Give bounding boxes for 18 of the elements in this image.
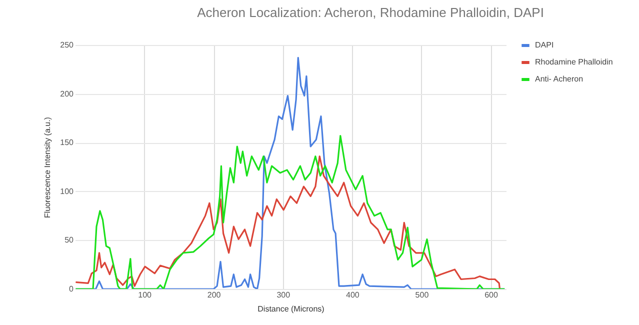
x-tick-label: 100	[138, 290, 152, 300]
y-tick-label: 0	[69, 284, 74, 294]
y-tick-label: 50	[64, 236, 74, 245]
y-tick-label: 250	[60, 40, 74, 50]
legend-label: Rhodamine Phalloidin	[535, 58, 613, 66]
chart-title: Acheron Localization: Acheron, Rhodamine Phalloidin, DAPI	[197, 5, 544, 20]
x-tick-label: 400	[346, 290, 360, 300]
legend-label: DAPI	[535, 40, 554, 50]
legend-label: Anti- Acheron	[535, 74, 584, 84]
y-tick-label: 100	[60, 186, 74, 196]
x-axis-title: Distance (Microns)	[258, 304, 325, 314]
x-tick-label: 300	[276, 290, 291, 300]
x-tick-label: 500	[415, 290, 430, 300]
y-tick-label: 150	[60, 138, 74, 148]
x-tick-label: 200	[207, 290, 222, 300]
x-tick-label: 600	[484, 290, 498, 300]
y-axis-title: Fluorescence Intensity (a.u.)	[43, 116, 52, 218]
y-tick-label: 200	[60, 89, 74, 98]
